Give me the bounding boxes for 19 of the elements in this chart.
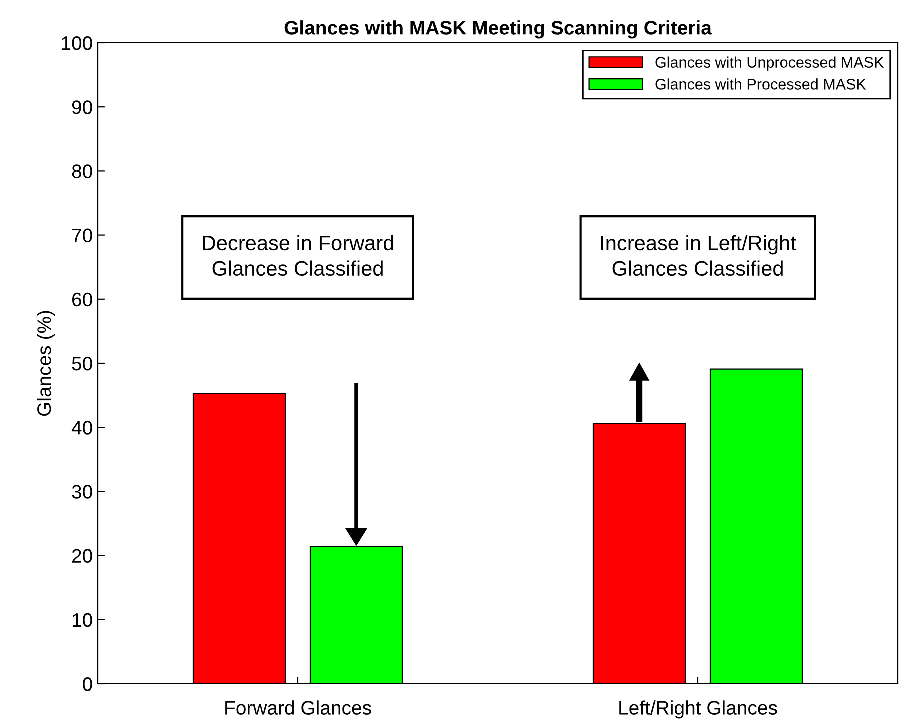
chart-title: Glances with MASK Meeting Scanning Criteria [284,20,712,39]
y-tick-label: 50 [72,356,92,371]
x-tick-label: Left/Right Glances [620,700,778,719]
legend-label: Glances with Unprocessed MASK [656,56,884,71]
y-tick-label: 30 [72,485,92,499]
y-tick-label: 0 [83,677,92,692]
y-tick-label: 80 [72,164,92,178]
annotation: Increase in Left/Right Glances Classified [601,235,796,276]
x-tick-label: Forward Glances [226,700,372,715]
y-tick-label: 20 [72,549,92,564]
y-tick-label: 100 [62,36,92,50]
y-tick-label: 60 [72,292,92,307]
y-tick-label: 70 [72,228,92,243]
y-tick-label: 40 [72,421,92,435]
y-axis-title: Glances (%) [37,311,56,416]
annotation: Decrease in Forward Glances Classified [203,235,394,276]
y-tick-label: 10 [72,613,92,628]
legend-label: Glances with Processed MASK [656,78,866,90]
y-tick-label: 90 [72,100,92,114]
